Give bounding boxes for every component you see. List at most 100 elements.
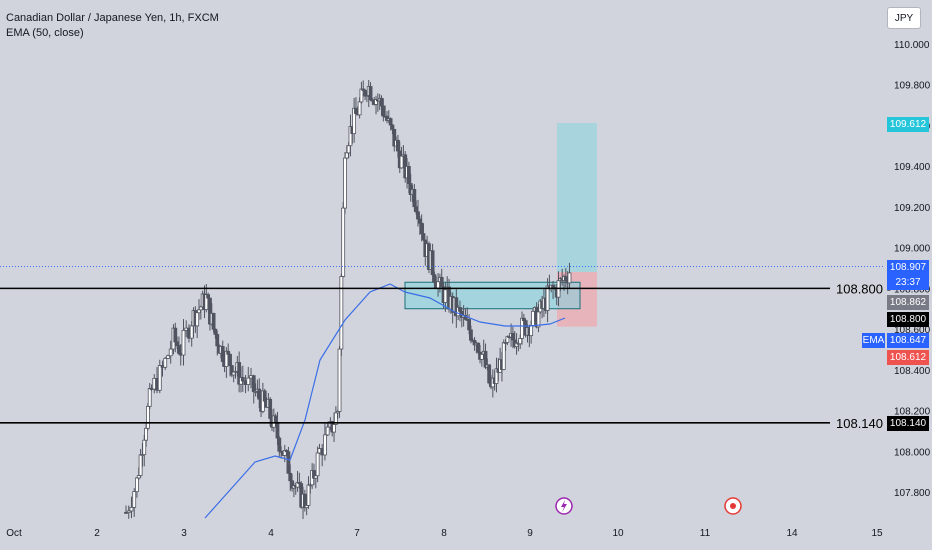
candle-body <box>142 439 147 456</box>
horizontal-line-label-0: 108.800 - <box>836 281 891 296</box>
x-tick-label: 8 <box>441 528 447 539</box>
line-108140-tag: 108.140 <box>887 416 929 431</box>
candle-body <box>479 353 484 360</box>
candle-body <box>144 427 148 441</box>
candle-body <box>469 329 473 341</box>
candle-body <box>531 310 535 326</box>
candle-body <box>163 358 168 368</box>
candle <box>325 421 330 436</box>
lightning-icon[interactable] <box>555 497 573 515</box>
candle-body <box>262 390 267 402</box>
candle-body <box>501 342 506 370</box>
x-tick-label: 11 <box>700 528 711 539</box>
candle-body <box>157 365 162 391</box>
y-tick-label: 108.600 <box>894 325 931 336</box>
x-tick-label: 3 <box>181 528 187 539</box>
candle-body <box>211 312 216 330</box>
candle <box>163 356 168 371</box>
candle-body <box>518 337 523 345</box>
candle-body <box>357 101 362 116</box>
candle-body <box>414 206 419 213</box>
candle-body <box>430 250 435 276</box>
candle-body <box>189 325 194 339</box>
ema-value-tag: 108.647 <box>887 333 929 348</box>
candle-body <box>567 272 572 284</box>
candle <box>157 359 162 394</box>
candle-body <box>529 325 534 337</box>
candle-body <box>277 437 282 452</box>
candle-body <box>315 452 320 477</box>
canada-flag-icon[interactable] <box>724 497 742 515</box>
x-tick-label: 14 <box>786 528 798 539</box>
y-tick-label: 109.200 <box>894 203 931 214</box>
candle-body <box>220 346 225 362</box>
candle <box>339 273 344 357</box>
candle-body <box>213 328 218 335</box>
candle-body <box>419 222 424 235</box>
x-tick-label: 15 <box>871 528 883 539</box>
candle-body <box>166 355 170 359</box>
candle <box>343 152 347 214</box>
candle-body <box>195 312 200 327</box>
price-108862-tag: 108.862 <box>887 295 929 310</box>
candle-body <box>381 105 386 117</box>
x-tick-label: 10 <box>612 528 624 539</box>
currency-button[interactable]: JPY <box>887 7 921 29</box>
candle-body <box>145 405 150 429</box>
x-tick-label: 2 <box>94 528 100 539</box>
candle-body <box>325 426 330 436</box>
x-tick-label: Oct <box>6 528 22 539</box>
candle-body <box>368 86 373 101</box>
candle-body <box>147 388 152 407</box>
chart-title: Canadian Dollar / Japanese Yen, 1h, FXCM <box>6 12 219 24</box>
candle-body <box>343 157 347 209</box>
candle-body <box>359 88 364 103</box>
candle <box>323 423 327 461</box>
candle-body <box>288 472 293 482</box>
candle-body <box>354 107 358 114</box>
candle <box>567 262 572 289</box>
x-tick-label: 9 <box>527 528 533 539</box>
candle-body <box>337 348 342 412</box>
candle-body <box>246 377 251 386</box>
y-tick-label: 109.400 <box>894 162 931 173</box>
candle <box>487 364 492 385</box>
candle-body <box>510 332 515 341</box>
candle <box>337 346 342 418</box>
candle-body <box>520 317 524 339</box>
y-tick-label: 110.000 <box>894 40 930 51</box>
y-tick-label: 108.400 <box>894 366 931 377</box>
candle-body <box>545 285 550 311</box>
candle-body <box>467 319 472 331</box>
target-zone[interactable] <box>557 123 597 273</box>
candle-body <box>177 345 181 354</box>
candle-body <box>344 152 349 159</box>
candle <box>168 340 173 364</box>
x-tick-label: 7 <box>354 528 360 539</box>
indicator-label[interactable]: EMA (50, close) <box>6 27 84 39</box>
candle-body <box>339 276 344 350</box>
candle-body <box>273 415 278 424</box>
candle-body <box>275 422 280 439</box>
candle-body <box>129 506 134 512</box>
candle-body <box>206 294 211 299</box>
candle-body <box>257 388 262 400</box>
candle-body <box>346 145 351 154</box>
candle <box>132 488 137 517</box>
candle-body <box>135 477 139 493</box>
candle-body <box>399 155 404 169</box>
y-tick-label: 109.800 <box>894 81 931 92</box>
y-tick-label: 107.800 <box>894 488 931 499</box>
canada-flag-icon-leaf <box>730 503 736 509</box>
horizontal-line-label-1: 108.140 - <box>836 416 891 431</box>
line-108800-tag: 108.800 <box>887 312 929 327</box>
candle-body <box>306 484 311 506</box>
candle-body <box>173 327 178 343</box>
countdown-tag: 23:37 <box>887 275 929 290</box>
stop-price-tag: 108.612 <box>887 350 929 365</box>
candle-body <box>406 166 411 184</box>
candle-body <box>396 139 400 152</box>
